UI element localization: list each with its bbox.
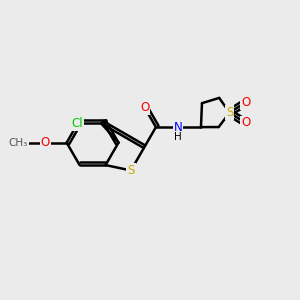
Text: S: S xyxy=(226,106,233,119)
Text: O: O xyxy=(41,136,50,149)
Text: O: O xyxy=(241,96,250,109)
Text: CH₃: CH₃ xyxy=(9,138,28,148)
Text: O: O xyxy=(241,116,250,130)
Text: H: H xyxy=(174,131,182,142)
Text: O: O xyxy=(140,101,149,115)
Text: S: S xyxy=(127,164,135,177)
Text: N: N xyxy=(174,121,182,134)
Text: Cl: Cl xyxy=(72,117,83,130)
